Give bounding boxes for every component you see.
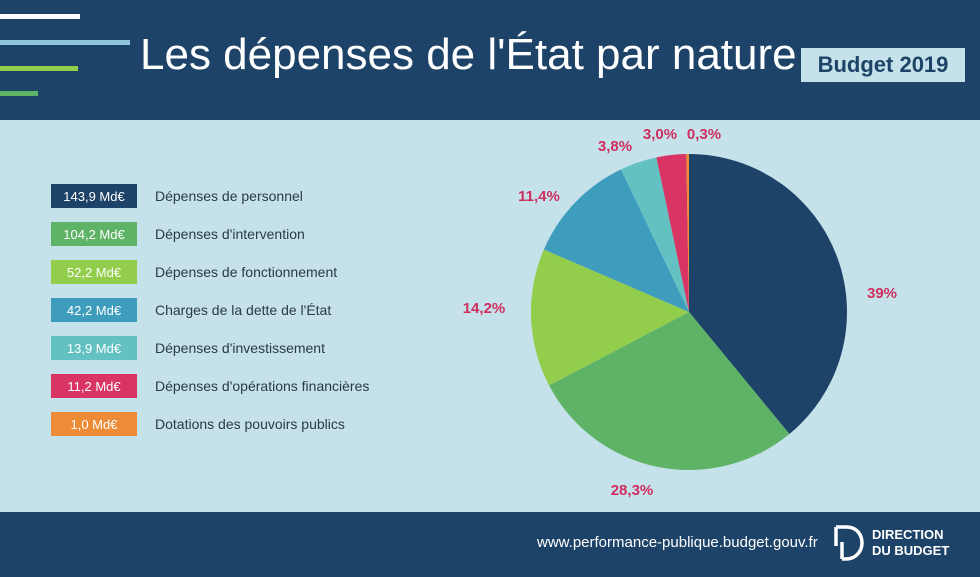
legend-label: Dépenses d'investissement <box>155 340 325 356</box>
legend-label: Dépenses de personnel <box>155 188 303 204</box>
pie-percent-label: 28,3% <box>611 482 654 499</box>
legend-amount-swatch: 13,9 Md€ <box>51 336 137 360</box>
page-title: Les dépenses de l'État par nature <box>140 30 797 79</box>
legend-amount-swatch: 52,2 Md€ <box>51 260 137 284</box>
legend-amount-swatch: 1,0 Md€ <box>51 412 137 436</box>
legend-item: 11,2 Md€ Dépenses d'opérations financière… <box>51 374 369 398</box>
pie-chart: 39% 28,3% 14,2% 11,4% 3,8% 3,0% 0,3% <box>463 126 897 499</box>
legend-label: Dépenses d'opérations financières <box>155 378 370 394</box>
legend-amount-swatch: 11,2 Md€ <box>51 374 137 398</box>
decorative-stripe-lightblue <box>0 40 130 45</box>
pie-slice <box>530 249 689 386</box>
legend-item: 52,2 Md€ Dépenses de fonctionnement <box>51 260 337 284</box>
pie-slice <box>621 157 689 312</box>
pie-slice <box>549 312 790 471</box>
legend-label: Dépenses de fonctionnement <box>155 264 338 280</box>
pie-percent-label: 3,8% <box>598 138 632 155</box>
legend-item: 143,9 Md€ Dépenses de personnel <box>51 184 303 208</box>
legend-item: 104,2 Md€ Dépenses d'intervention <box>51 222 305 246</box>
legend-amount-swatch: 104,2 Md€ <box>51 222 137 246</box>
pie-percent-label: 39% <box>867 285 897 302</box>
direction-budget-logo-icon <box>834 525 864 561</box>
legend-item: 13,9 Md€ Dépenses d'investissement <box>51 336 325 360</box>
budget-badge: Budget 2019 <box>801 48 965 82</box>
legend-item: 1,0 Md€ Dotations des pouvoirs publics <box>51 412 345 436</box>
pie-percent-label: 3,0% <box>643 126 677 143</box>
legend-amount-swatch: 143,9 Md€ <box>51 184 137 208</box>
footer-banner: www.performance-publique.budget.gouv.fr … <box>0 512 980 577</box>
decorative-stripe-lightgreen <box>0 66 78 71</box>
chart-area: 143,9 Md€ Dépenses de personnel 104,2 Md€ D… <box>0 120 980 512</box>
website-link[interactable]: www.performance-publique.budget.gouv.fr <box>537 534 818 551</box>
pie-percent-label: 11,4% <box>518 188 560 205</box>
pie-slice <box>689 154 847 434</box>
pie-slice <box>543 169 689 312</box>
legend-item: 42,2 Md€ Charges de la dette de l'État <box>51 298 331 322</box>
legend-label: Charges de la dette de l'État <box>155 302 332 318</box>
decorative-stripe-green <box>0 91 38 96</box>
org-name-line1: DIRECTION <box>872 527 944 542</box>
pie-percent-label: 14,2% <box>463 300 506 317</box>
legend-label: Dotations des pouvoirs publics <box>155 416 345 432</box>
org-name: DIRECTION DU BUDGET <box>872 527 949 559</box>
legend-amount-swatch: 42,2 Md€ <box>51 298 137 322</box>
header-banner: Les dépenses de l'État par nature Budget… <box>0 0 980 120</box>
pie-slice <box>686 153 689 312</box>
pie-slice <box>656 154 689 312</box>
decorative-stripe-white <box>0 14 80 19</box>
legend-label: Dépenses d'intervention <box>155 226 305 242</box>
org-name-line2: DU BUDGET <box>872 543 950 558</box>
pie-percent-label: 0,3% <box>687 126 721 143</box>
